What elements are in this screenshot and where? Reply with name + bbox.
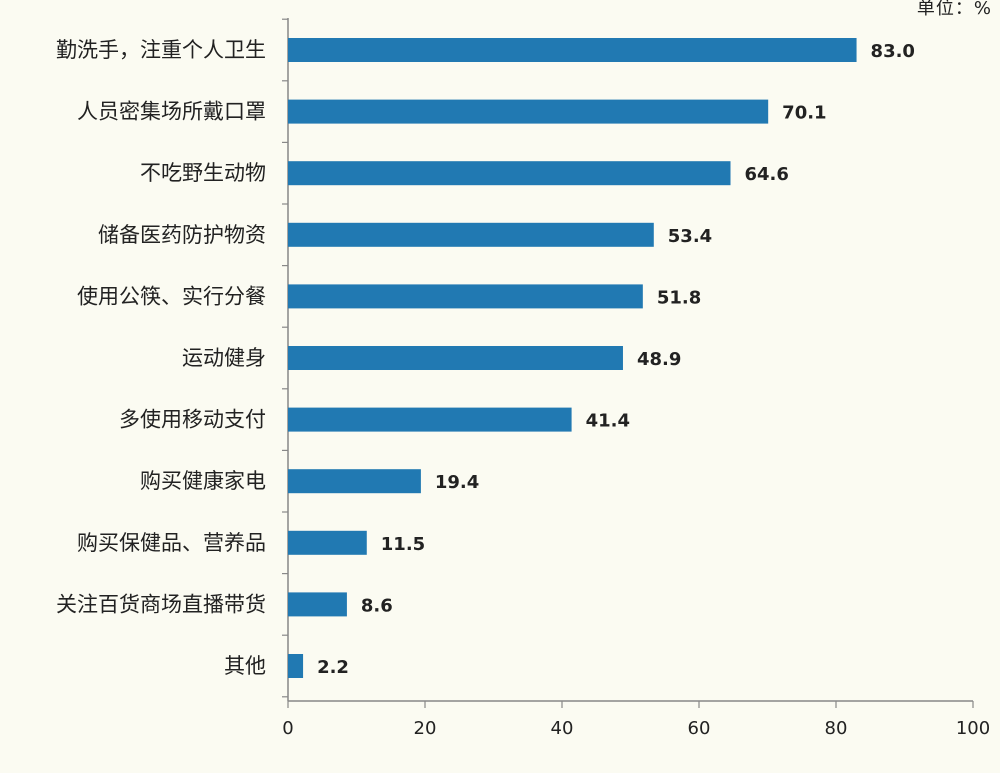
x-tick-label: 40 bbox=[551, 718, 574, 739]
bar bbox=[288, 161, 731, 186]
x-tick-label: 20 bbox=[414, 718, 437, 739]
value-label: 11.5 bbox=[381, 534, 425, 555]
value-label: 51.8 bbox=[657, 287, 701, 308]
bar bbox=[288, 592, 347, 617]
bar bbox=[288, 469, 421, 494]
category-label: 多使用移动支付 bbox=[119, 408, 266, 432]
category-label: 勤洗手，注重个人卫生 bbox=[56, 38, 266, 62]
value-label: 8.6 bbox=[361, 595, 393, 616]
x-tick-label: 0 bbox=[282, 718, 293, 739]
x-tick-label: 80 bbox=[825, 718, 848, 739]
bar bbox=[288, 284, 643, 309]
x-tick-label: 100 bbox=[956, 718, 990, 739]
value-label: 41.4 bbox=[586, 411, 630, 432]
bar bbox=[288, 407, 572, 432]
category-label: 储备医药防护物资 bbox=[98, 223, 266, 247]
value-label: 53.4 bbox=[668, 226, 712, 247]
value-label: 70.1 bbox=[782, 103, 826, 124]
bar bbox=[288, 346, 623, 370]
category-label: 关注百货商场直播带货 bbox=[56, 592, 266, 616]
category-label: 购买保健品、营养品 bbox=[77, 531, 266, 555]
category-label: 人员密集场所戴口罩 bbox=[77, 100, 266, 124]
category-label: 购买健康家电 bbox=[140, 469, 266, 493]
unit-label: 单位：% bbox=[916, 0, 992, 19]
x-tick-label: 60 bbox=[688, 718, 711, 739]
bar bbox=[288, 38, 857, 62]
category-label: 使用公筷、实行分餐 bbox=[77, 284, 266, 308]
category-label: 运动健身 bbox=[182, 346, 266, 370]
value-label: 83.0 bbox=[871, 41, 915, 62]
value-label: 19.4 bbox=[435, 472, 479, 493]
category-label: 其他 bbox=[224, 654, 266, 678]
value-label: 2.2 bbox=[317, 657, 349, 678]
bar bbox=[288, 654, 304, 678]
bar bbox=[288, 530, 367, 555]
bar bbox=[288, 222, 654, 247]
bar bbox=[288, 99, 769, 124]
category-label: 不吃野生动物 bbox=[140, 161, 266, 185]
value-label: 64.6 bbox=[745, 164, 789, 185]
value-label: 48.9 bbox=[637, 349, 681, 370]
